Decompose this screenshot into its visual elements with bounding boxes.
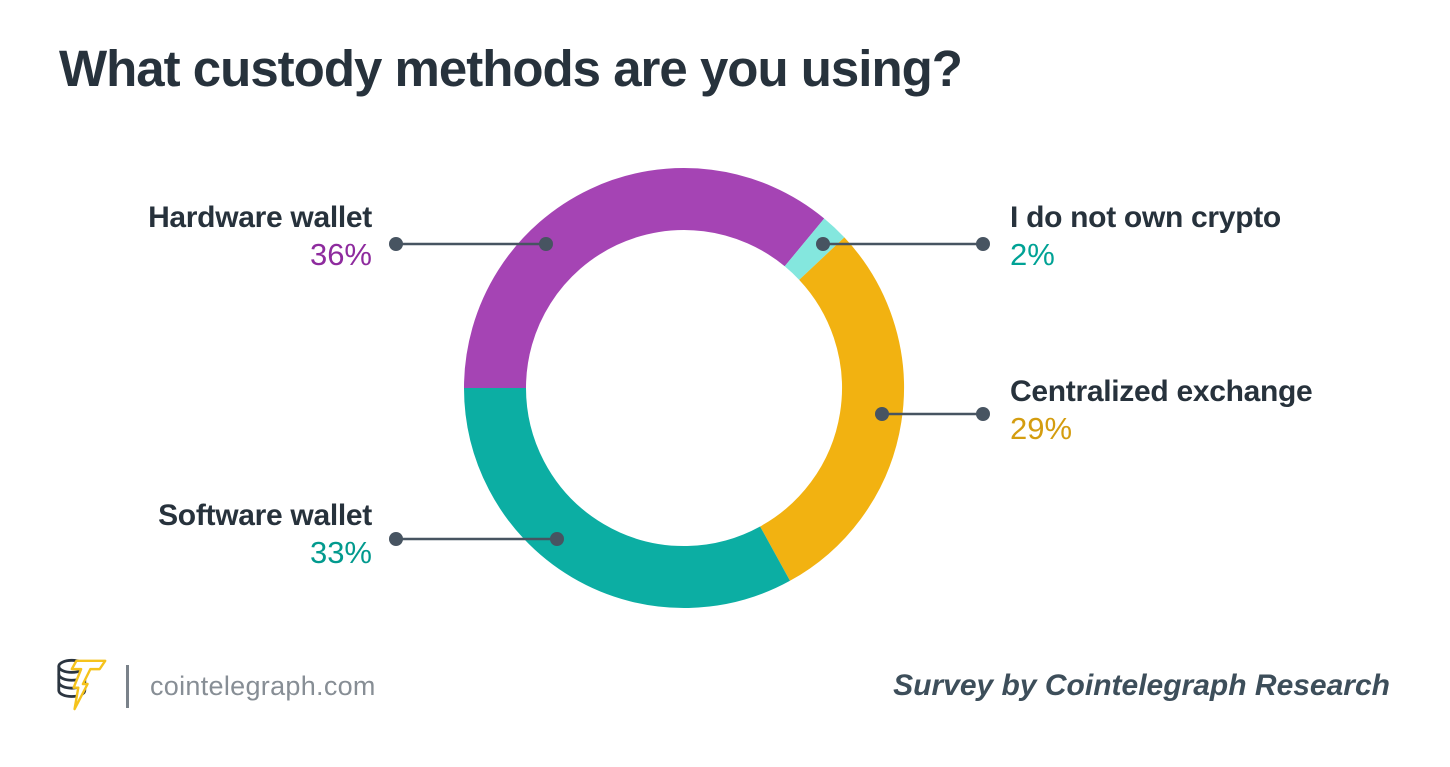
footer-site-label: cointelegraph.com bbox=[150, 671, 376, 701]
cointelegraph-logo-icon bbox=[57, 658, 107, 711]
callout-software-wallet: Software wallet 33% bbox=[80, 497, 372, 572]
leader-dot bbox=[976, 237, 990, 251]
leader-dot bbox=[389, 532, 403, 546]
leader-lines bbox=[389, 237, 990, 546]
segment-value: 36% bbox=[309, 237, 372, 272]
donut-segment-centralized-exchange bbox=[759, 237, 904, 581]
segment-value: 33% bbox=[309, 535, 372, 570]
callout-i-do-not-own-crypto: I do not own crypto 2% bbox=[1010, 199, 1410, 274]
segment-label: Hardware wallet bbox=[148, 201, 372, 234]
leader-dot bbox=[816, 237, 830, 251]
segment-value: 29% bbox=[1010, 411, 1073, 446]
donut-segment-hardware-wallet bbox=[464, 168, 825, 389]
leader-dot bbox=[875, 407, 889, 421]
lightning-bolt-icon bbox=[70, 659, 107, 711]
segment-label: Centralized exchange bbox=[1010, 375, 1313, 408]
segment-label: I do not own crypto bbox=[1010, 201, 1281, 234]
leader-dot bbox=[550, 532, 564, 546]
footer-divider bbox=[126, 665, 129, 708]
donut-segment-software-wallet bbox=[464, 387, 790, 608]
segment-value: 2% bbox=[1010, 237, 1055, 272]
leader-dot bbox=[976, 407, 990, 421]
donut-segments bbox=[464, 168, 904, 608]
leader-dot bbox=[389, 237, 403, 251]
segment-label: Software wallet bbox=[158, 499, 372, 532]
callout-hardware-wallet: Hardware wallet 36% bbox=[80, 199, 372, 274]
leader-dot bbox=[539, 237, 553, 251]
donut-segment-i-do-not-own-crypto bbox=[784, 218, 845, 281]
page-title: What custody methods are you using? bbox=[59, 40, 963, 97]
callout-centralized-exchange: Centralized exchange 29% bbox=[1010, 373, 1410, 448]
footer-credit-label: Survey by Cointelegraph Research bbox=[893, 669, 1390, 702]
